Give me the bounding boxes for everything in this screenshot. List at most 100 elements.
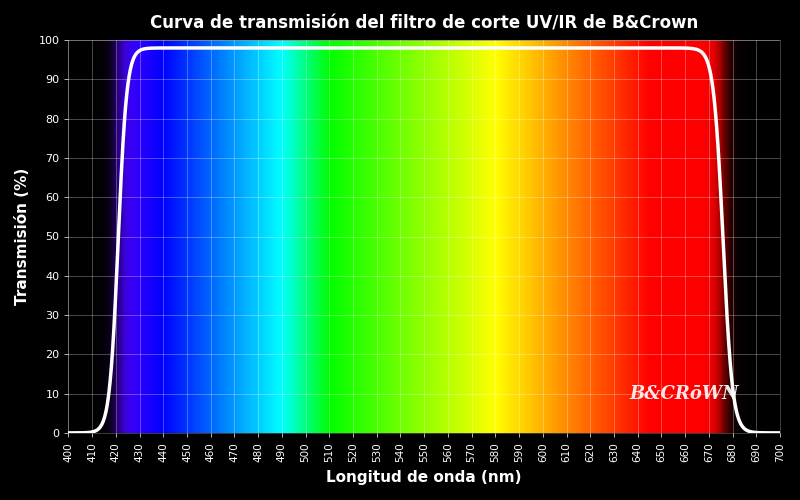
Bar (465, 40, 466, 433)
Bar (334, 40, 335, 433)
Bar (70, 40, 72, 433)
Bar (158, 40, 160, 433)
Bar (154, 40, 155, 433)
Bar (195, 40, 197, 433)
Bar (703, 40, 704, 433)
Bar (627, 40, 628, 433)
Bar (360, 40, 362, 433)
Bar (770, 40, 772, 433)
Bar (454, 40, 455, 433)
Bar (378, 40, 379, 433)
Bar (678, 40, 679, 433)
Bar (261, 40, 262, 433)
Bar (208, 40, 210, 433)
Bar (640, 40, 642, 433)
Bar (761, 40, 762, 433)
Bar (714, 40, 716, 433)
Bar (645, 40, 646, 433)
Bar (564, 40, 566, 433)
Bar (364, 40, 365, 433)
Bar (231, 40, 232, 433)
Bar (398, 40, 399, 433)
Bar (298, 40, 300, 433)
Bar (79, 40, 80, 433)
Bar (441, 40, 442, 433)
Bar (633, 40, 634, 433)
Bar (341, 40, 342, 433)
Bar (347, 40, 348, 433)
Bar (346, 40, 347, 433)
Bar (220, 40, 222, 433)
Bar (199, 40, 200, 433)
Bar (348, 40, 350, 433)
Bar (186, 40, 187, 433)
Bar (726, 40, 728, 433)
Bar (654, 40, 655, 433)
Bar (646, 40, 647, 433)
Bar (438, 40, 439, 433)
Bar (137, 40, 138, 433)
Bar (482, 40, 483, 433)
Bar (544, 40, 545, 433)
Bar (483, 40, 485, 433)
Bar (723, 40, 724, 433)
Bar (156, 40, 158, 433)
Bar (453, 40, 454, 433)
Bar (608, 40, 610, 433)
Bar (536, 40, 537, 433)
Bar (394, 40, 396, 433)
Bar (472, 40, 473, 433)
Bar (134, 40, 136, 433)
Bar (169, 40, 170, 433)
Bar (618, 40, 620, 433)
Bar (251, 40, 252, 433)
Bar (774, 40, 775, 433)
Bar (119, 40, 121, 433)
Bar (514, 40, 515, 433)
Bar (222, 40, 224, 433)
Bar (476, 40, 478, 433)
Bar (380, 40, 382, 433)
Bar (667, 40, 669, 433)
Bar (165, 40, 166, 433)
Bar (202, 40, 203, 433)
Bar (391, 40, 392, 433)
Bar (214, 40, 215, 433)
Bar (758, 40, 760, 433)
Bar (620, 40, 621, 433)
Bar (455, 40, 456, 433)
Bar (192, 40, 193, 433)
Bar (492, 40, 493, 433)
Bar (272, 40, 274, 433)
Bar (466, 40, 467, 433)
Bar (546, 40, 547, 433)
Bar (537, 40, 538, 433)
Bar (526, 40, 527, 433)
Bar (247, 40, 249, 433)
Bar (622, 40, 623, 433)
Bar (664, 40, 665, 433)
Bar (576, 40, 577, 433)
Bar (763, 40, 765, 433)
Bar (328, 40, 330, 433)
Bar (205, 40, 206, 433)
Bar (258, 40, 259, 433)
Bar (606, 40, 607, 433)
Bar (626, 40, 627, 433)
Bar (167, 40, 168, 433)
Bar (701, 40, 702, 433)
Bar (648, 40, 650, 433)
Bar (104, 40, 105, 433)
Bar (579, 40, 581, 433)
Bar (181, 40, 182, 433)
Bar (226, 40, 227, 433)
Bar (183, 40, 185, 433)
Bar (410, 40, 411, 433)
Bar (203, 40, 205, 433)
Bar (733, 40, 734, 433)
Bar (414, 40, 416, 433)
Bar (568, 40, 569, 433)
Bar (239, 40, 240, 433)
Bar (566, 40, 568, 433)
Bar (372, 40, 373, 433)
